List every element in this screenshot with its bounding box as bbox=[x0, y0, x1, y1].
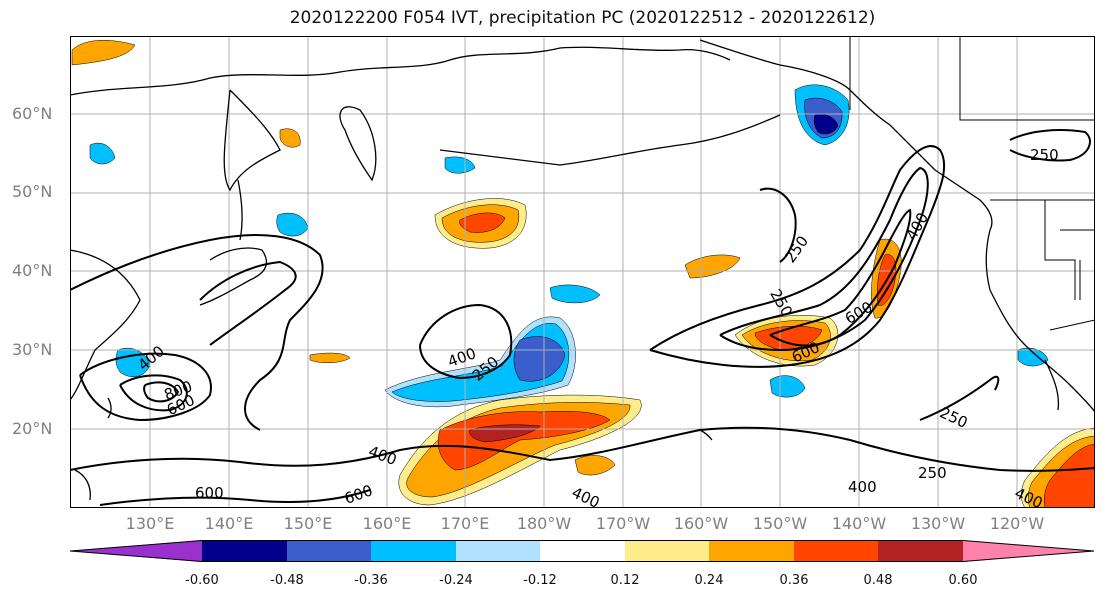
precip-e-orange3 bbox=[279, 128, 301, 148]
contour-250-ne bbox=[1009, 129, 1091, 162]
coast-baja bbox=[1044, 359, 1060, 411]
colorbar-label-060: 0.60 bbox=[948, 573, 978, 588]
lon-label-130w: 130°W bbox=[910, 514, 966, 533]
colorbar bbox=[70, 540, 1095, 562]
border-canada-provinces bbox=[959, 36, 1095, 121]
coast-korea-china bbox=[70, 249, 141, 401]
lon-label-180w: 180°W bbox=[516, 514, 572, 533]
coast-taiwan bbox=[107, 397, 112, 419]
lon-label-130e: 130°E bbox=[125, 514, 175, 533]
lon-label-150e: 150°E bbox=[283, 514, 333, 533]
contour-600-west bbox=[79, 352, 212, 422]
colorbar-segment bbox=[70, 540, 202, 562]
colorbar-segment bbox=[794, 540, 878, 562]
precip-w-orange1 bbox=[309, 352, 351, 363]
precip-band-red bbox=[437, 411, 611, 471]
contour-250-sw bbox=[919, 375, 1000, 421]
coast-philippines bbox=[74, 469, 91, 501]
border-us-states bbox=[1044, 200, 1095, 300]
colorbar-label-neg012: -0.12 bbox=[523, 573, 557, 588]
contour-400-south bbox=[70, 426, 1095, 472]
precip-e-blue2 bbox=[769, 375, 806, 398]
precip-neg-royal bbox=[513, 336, 566, 382]
contour-label-250-ne: 250 bbox=[1030, 146, 1059, 164]
lat-label-40n: 40°N bbox=[12, 261, 53, 280]
colorbar-label-012: 0.12 bbox=[610, 573, 640, 588]
coast-japan bbox=[199, 247, 268, 306]
figure-title: 2020122200 F054 IVT, precipitation PC (2… bbox=[289, 8, 876, 28]
map-gridlines bbox=[70, 36, 1095, 508]
contour-400-west bbox=[199, 260, 297, 346]
coast-kamchatka bbox=[339, 106, 377, 182]
colorbar-label-024: 0.24 bbox=[694, 573, 724, 588]
contour-ar-250 bbox=[649, 145, 946, 368]
colorbar-segment bbox=[371, 540, 456, 562]
contour-ar-600 bbox=[769, 208, 912, 347]
colorbar-label-048: 0.48 bbox=[863, 573, 893, 588]
precip-e-orange2 bbox=[574, 455, 616, 476]
contour-1000-west bbox=[143, 381, 180, 403]
colorbar-segment bbox=[456, 540, 540, 562]
precip-se-red bbox=[1043, 443, 1095, 508]
lat-label-60n: 60°N bbox=[12, 104, 53, 123]
coast-na-west bbox=[985, 229, 1095, 413]
colorbar-label-neg048: -0.48 bbox=[270, 573, 304, 588]
colorbar-segment bbox=[878, 540, 963, 562]
contour-250-arc bbox=[759, 187, 797, 263]
coast-okhotsk bbox=[223, 89, 281, 192]
lat-label-20n: 20°N bbox=[12, 419, 53, 438]
colorbar-label-neg024: -0.24 bbox=[439, 573, 473, 588]
precip-w-blue3 bbox=[89, 142, 116, 165]
colorbar-segment bbox=[202, 540, 287, 562]
precip-w-blue2 bbox=[276, 212, 309, 237]
political-borders bbox=[849, 36, 1095, 331]
lon-label-150w: 150°W bbox=[752, 514, 808, 533]
map-frame bbox=[70, 36, 1095, 508]
coast-russia-north bbox=[70, 46, 731, 96]
lon-label-160e: 160°E bbox=[362, 514, 412, 533]
coast-aleutians bbox=[439, 114, 781, 166]
coast-alaska bbox=[699, 39, 993, 231]
lat-label-30n: 30°N bbox=[12, 340, 53, 359]
colorbar-outline bbox=[70, 540, 1095, 562]
colorbar-label-neg036: -0.36 bbox=[354, 573, 388, 588]
contour-label-250-s: 250 bbox=[918, 464, 947, 482]
colorbar-label-neg060: -0.60 bbox=[185, 573, 219, 588]
lon-label-140e: 140°E bbox=[204, 514, 254, 533]
lon-label-140w: 140°W bbox=[831, 514, 887, 533]
lon-label-120w: 120°W bbox=[989, 514, 1045, 533]
precip-ar-red bbox=[754, 325, 823, 351]
precip-e-blue1 bbox=[549, 284, 601, 304]
colorbar-segment bbox=[287, 540, 371, 562]
border-us-mexico bbox=[1049, 319, 1095, 331]
precip-alaska-navy bbox=[813, 114, 839, 135]
colorbar-segment bbox=[540, 540, 625, 562]
colorbar-segment bbox=[963, 540, 1094, 562]
contour-label-600-sw: 600 bbox=[195, 484, 224, 502]
lat-label-50n: 50°N bbox=[12, 182, 53, 201]
precip-npac-red bbox=[459, 212, 506, 233]
colorbar-segment bbox=[709, 540, 794, 562]
colorbar-segment bbox=[625, 540, 709, 562]
coastlines bbox=[70, 39, 1095, 501]
contour-label-400-s3: 400 bbox=[848, 478, 877, 496]
precip-pc-shading bbox=[71, 40, 1095, 508]
colorbar-label-036: 0.36 bbox=[779, 573, 809, 588]
contour-250-mid bbox=[419, 303, 513, 380]
contour-800-west bbox=[119, 374, 188, 412]
precip-e-blue3 bbox=[1017, 347, 1049, 367]
ivt-contours bbox=[70, 129, 1095, 506]
lon-label-170e: 170°E bbox=[440, 514, 490, 533]
contour-ar-400 bbox=[719, 166, 929, 352]
contour-250-west bbox=[70, 234, 324, 431]
lon-label-160w: 160°W bbox=[673, 514, 729, 533]
contour-600-south bbox=[99, 489, 371, 506]
precip-e-blue4 bbox=[444, 156, 476, 174]
precip-nw-orange bbox=[71, 40, 136, 66]
colorbar-segments bbox=[70, 540, 1094, 562]
lon-label-170w: 170°W bbox=[595, 514, 651, 533]
map-panel: 250 250 250 400 600 600 400 250 400 800 … bbox=[70, 36, 1095, 508]
